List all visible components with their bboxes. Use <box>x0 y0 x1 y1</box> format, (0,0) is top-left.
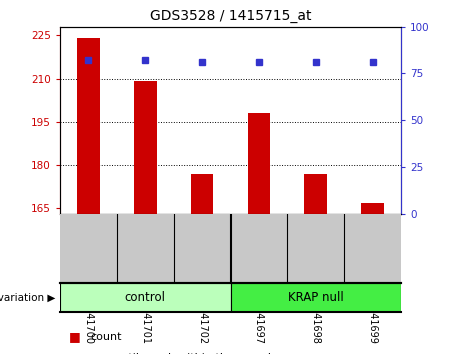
Text: KRAP null: KRAP null <box>288 291 343 304</box>
Bar <box>361 202 384 214</box>
Text: count: count <box>90 332 121 342</box>
Bar <box>230 283 401 312</box>
Text: ■: ■ <box>69 352 81 354</box>
Title: GDS3528 / 1415715_at: GDS3528 / 1415715_at <box>150 9 311 23</box>
Text: control: control <box>125 291 165 304</box>
Bar <box>60 283 230 312</box>
Bar <box>134 81 157 214</box>
Text: ■: ■ <box>69 331 81 343</box>
Bar <box>77 38 100 214</box>
Text: percentile rank within the sample: percentile rank within the sample <box>90 353 278 354</box>
Bar <box>191 174 213 214</box>
Text: genotype/variation ▶: genotype/variation ▶ <box>0 293 55 303</box>
Bar <box>248 113 270 214</box>
Bar <box>304 174 327 214</box>
